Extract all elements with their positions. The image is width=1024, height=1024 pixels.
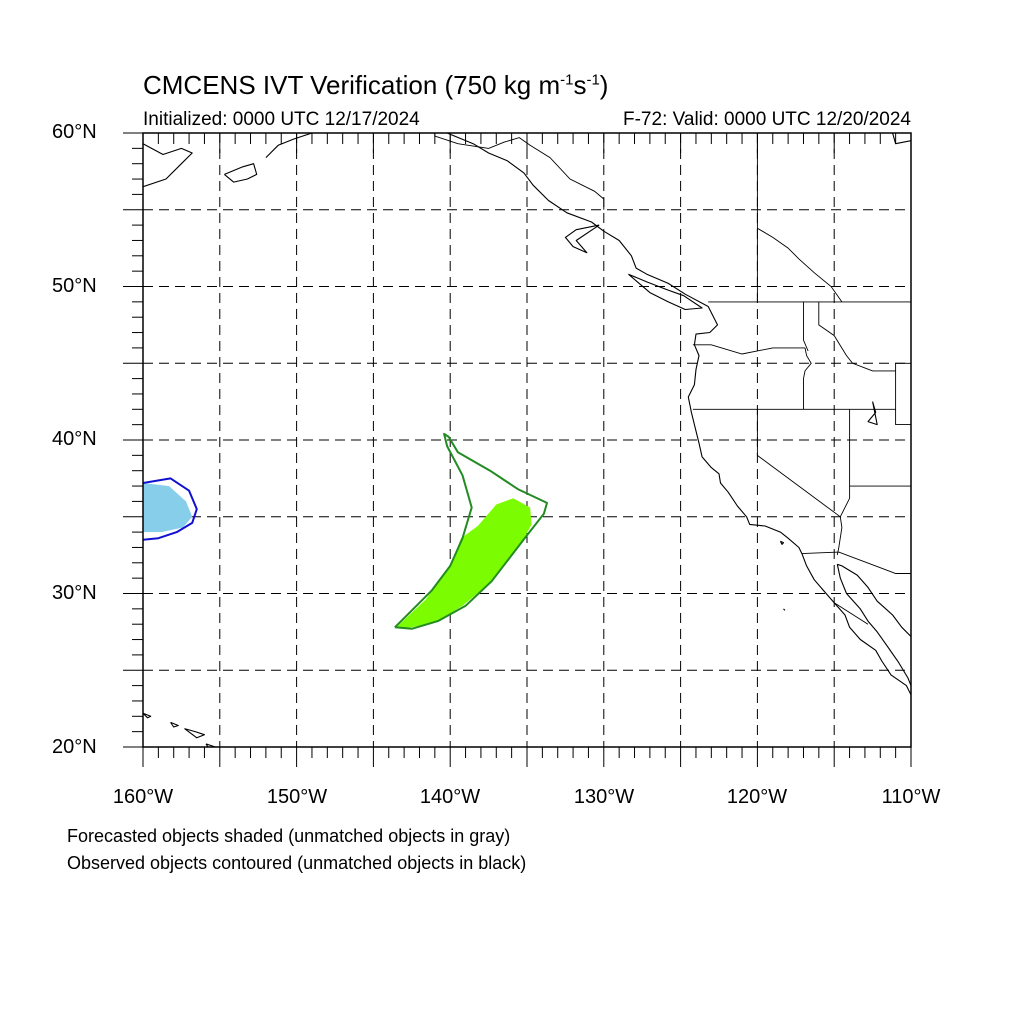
observed-contour-pair-1 (143, 477, 198, 541)
observed-contour-pair-2 (394, 432, 548, 630)
lon-label-160w: 160°W (112, 786, 174, 808)
initialized-time: Initialized: 0000 UTC 12/17/2024 (143, 109, 420, 130)
coastline-segment (836, 564, 911, 686)
border-segment (833, 602, 869, 625)
border-segment (803, 301, 809, 352)
coastline-segment (867, 401, 878, 426)
plot-frame (142, 132, 912, 748)
political-borders-layer (434, 133, 911, 625)
forecast-object-pair-1 (143, 483, 193, 533)
border-segment (756, 409, 841, 518)
border-segment (757, 227, 843, 303)
forecast-object-pair-2 (396, 498, 532, 629)
coastline-segment (783, 608, 786, 611)
border-segment (803, 347, 812, 410)
lat-label-50n: 50°N (52, 275, 97, 297)
coastline-segment (184, 728, 205, 739)
legend-forecast-note: Forecasted objects shaded (unmatched obj… (67, 826, 511, 846)
graticule (143, 133, 911, 747)
border-segment (895, 363, 911, 426)
coastline-segment (779, 540, 785, 545)
valid-time: F-72: Valid: 0000 UTC 12/20/2024 (623, 109, 911, 130)
border-segment (836, 516, 843, 556)
coastline-segment (170, 721, 179, 728)
border-segment (434, 133, 605, 210)
lon-label-130w: 130°W (573, 786, 635, 808)
coastline-segment (224, 163, 258, 183)
coastline-segment (143, 143, 193, 188)
border-segment (692, 344, 805, 355)
lon-label-120w: 120°W (726, 786, 788, 808)
coastline-segment (143, 712, 152, 719)
lon-label-150w: 150°W (266, 786, 328, 808)
coastline-segment (265, 133, 313, 158)
coastline-segment (446, 133, 911, 696)
axis-ticks (123, 132, 912, 767)
border-segment (818, 301, 896, 372)
border-segment (839, 409, 851, 518)
coastline-segment (628, 273, 703, 311)
coastline-layer (143, 133, 911, 747)
chart-title: CMCENS IVT Verification (750 kg m-1s-1) (143, 70, 609, 100)
coastline-segment (837, 563, 911, 637)
lat-label-20n: 20°N (52, 736, 97, 758)
lat-label-30n: 30°N (52, 582, 97, 604)
legend-observed-note: Observed objects contoured (unmatched ob… (67, 853, 527, 873)
lon-label-110w: 110°W (881, 786, 941, 808)
coastline-segment (205, 743, 218, 747)
lon-label-140w: 140°W (419, 786, 481, 808)
ivt-objects-layer (143, 432, 548, 630)
coastline-segment (564, 224, 600, 254)
lat-label-60n: 60°N (52, 121, 97, 143)
border-segment (801, 551, 911, 574)
lat-label-40n: 40°N (52, 428, 97, 450)
